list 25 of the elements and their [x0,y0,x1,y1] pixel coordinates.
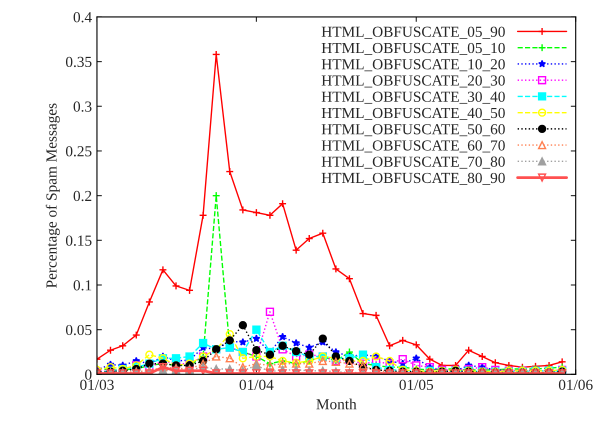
x-tick-label: 01/04 [240,380,274,390]
x-tick-label: 01/05 [399,380,434,390]
x-tick-label: 01/06 [558,380,593,390]
legend-label: HTML_OBFUSCATE_20_30 [322,75,505,88]
y-tick-label: 0.15 [66,235,92,246]
y-tick-label: 0 [85,369,92,380]
legend-label: HTML_OBFUSCATE_05_90 [322,26,505,39]
x-axis-title: Month [316,398,356,410]
legend-label: HTML_OBFUSCATE_50_60 [322,124,505,136]
legend-label: HTML_OBFUSCATE_70_80 [322,156,505,169]
legend-label: HTML_OBFUSCATE_80_90 [322,172,505,185]
y-tick-label: 0.3 [74,101,92,112]
legend-label: HTML_OBFUSCATE_30_40 [322,92,505,104]
legend-label: HTML_OBFUSCATE_60_70 [322,140,505,152]
y-tick-label: 0.1 [74,280,92,291]
y-tick-label: 0.25 [66,146,92,156]
y-axis-title: Percentage of Spam Messages [46,103,60,288]
y-tick-label: 0.05 [66,324,92,336]
legend-label: HTML_OBFUSCATE_10_20 [322,59,505,72]
x-tick-label: 01/03 [80,380,114,390]
y-tick-label: 0.2 [74,190,92,202]
y-tick-label: 0.4 [74,12,92,22]
legend-label: HTML_OBFUSCATE_40_50 [322,108,505,120]
legend-label: HTML_OBFUSCATE_05_10 [322,42,505,55]
y-tick-label: 0.35 [66,56,92,68]
